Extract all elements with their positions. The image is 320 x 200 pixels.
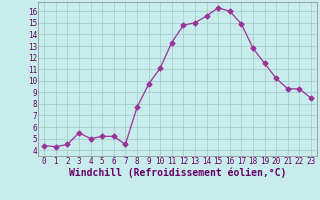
X-axis label: Windchill (Refroidissement éolien,°C): Windchill (Refroidissement éolien,°C) <box>69 168 286 178</box>
